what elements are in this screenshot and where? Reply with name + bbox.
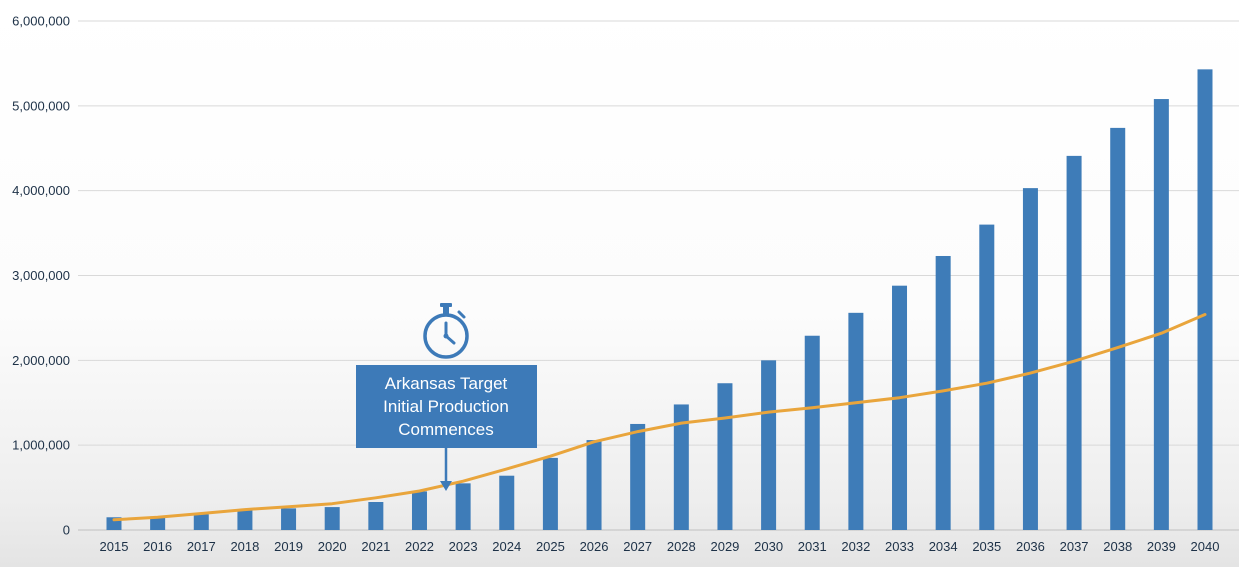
bar-2021 <box>368 502 384 530</box>
bar-2022 <box>411 491 427 530</box>
y-tick-label: 0 <box>63 523 70 538</box>
x-tick-label: 2019 <box>274 539 303 554</box>
x-tick-label: 2040 <box>1191 539 1220 554</box>
x-tick-label: 2016 <box>143 539 172 554</box>
x-tick-label: 2025 <box>536 539 565 554</box>
trend-line <box>112 313 1207 522</box>
x-tick-label: 2020 <box>318 539 347 554</box>
x-tick-label: 2021 <box>361 539 390 554</box>
bar-2024 <box>499 475 515 530</box>
bar-2025 <box>542 457 558 530</box>
y-tick-label: 5,000,000 <box>12 98 70 113</box>
x-tick-label: 2026 <box>580 539 609 554</box>
bar-2031 <box>804 335 820 530</box>
x-tick-label: 2018 <box>230 539 259 554</box>
y-tick-label: 4,000,000 <box>12 183 70 198</box>
bar-2018 <box>237 510 253 530</box>
bar-2027 <box>630 423 646 530</box>
bar-2019 <box>281 508 297 530</box>
bar-2034 <box>935 255 951 530</box>
bar-2032 <box>848 312 864 530</box>
bar-2026 <box>586 440 602 530</box>
bar-2017 <box>193 514 209 530</box>
x-tick-label: 2033 <box>885 539 914 554</box>
x-tick-label: 2022 <box>405 539 434 554</box>
bar-2038 <box>1110 127 1126 530</box>
x-tick-label: 2027 <box>623 539 652 554</box>
bar-2016 <box>150 516 166 530</box>
x-tick-label: 2032 <box>841 539 870 554</box>
x-tick-label: 2028 <box>667 539 696 554</box>
x-tick-label: 2024 <box>492 539 521 554</box>
bar-2029 <box>717 383 733 530</box>
bar-2023 <box>455 483 471 530</box>
x-tick-label: 2030 <box>754 539 783 554</box>
bar-2035 <box>979 224 995 530</box>
x-tick-label: 2038 <box>1103 539 1132 554</box>
bar-2039 <box>1153 99 1169 531</box>
bar-2033 <box>892 285 908 530</box>
y-tick-label: 6,000,000 <box>12 14 70 29</box>
x-tick-label: 2036 <box>1016 539 1045 554</box>
bar-2028 <box>673 404 689 530</box>
x-tick-label: 2039 <box>1147 539 1176 554</box>
bar-2036 <box>1022 188 1038 530</box>
bar-2030 <box>761 360 777 530</box>
y-tick-label: 1,000,000 <box>12 438 70 453</box>
x-tick-label: 2034 <box>929 539 958 554</box>
y-tick-label: 3,000,000 <box>12 268 70 283</box>
bar-2037 <box>1066 155 1082 530</box>
x-tick-label: 2015 <box>100 539 129 554</box>
bar-2040 <box>1197 69 1213 530</box>
bar-2020 <box>324 507 340 530</box>
x-tick-label: 2029 <box>710 539 739 554</box>
x-tick-label: 2031 <box>798 539 827 554</box>
x-tick-label: 2017 <box>187 539 216 554</box>
y-tick-label: 2,000,000 <box>12 353 70 368</box>
x-tick-label: 2035 <box>972 539 1001 554</box>
x-tick-label: 2023 <box>449 539 478 554</box>
x-tick-label: 2037 <box>1060 539 1089 554</box>
